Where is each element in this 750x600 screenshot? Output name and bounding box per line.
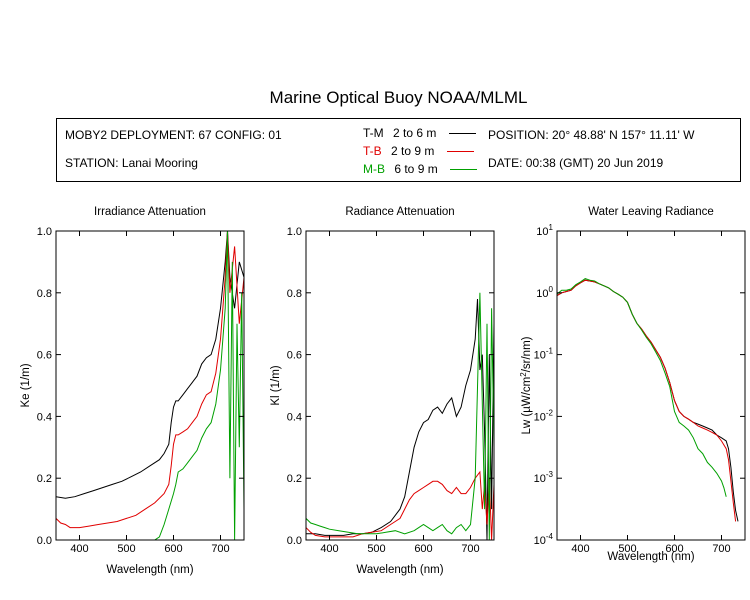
chart-panel-1: 400 500 600 700 0.0 0.2 0.4 0.6 0.8 1.0 Irradiance… <box>20 206 245 576</box>
x-axis-label: Wavelength (nm) <box>356 564 443 576</box>
x-tick-label: 600 <box>665 543 683 555</box>
series-line-t-m <box>306 298 494 540</box>
chart-panel-2: 400 500 600 700 0.0 0.2 0.4 0.6 0.8 1.0 Radiance A… <box>270 206 495 576</box>
y-tick-label: 0.6 <box>37 350 52 362</box>
y-tick-label: 100 <box>536 285 553 300</box>
legend-range: 2 to 6 m <box>393 126 437 140</box>
x-tick-label: 700 <box>211 543 229 555</box>
chart-title: Radiance Attenuation <box>345 206 454 218</box>
figure-title: Marine Optical Buoy NOAA/MLML <box>269 88 528 107</box>
x-tick-label: 500 <box>618 543 636 555</box>
chart-title: Water Leaving Radiance <box>588 206 714 218</box>
y-axis-label: Ke (1/m) <box>20 363 32 407</box>
x-tick-label: 700 <box>712 543 730 555</box>
legend-swatch <box>450 169 478 171</box>
legend-range: 2 to 9 m <box>391 144 435 158</box>
y-tick-label: 0.8 <box>37 288 52 300</box>
y-axis-label: Lw (µW/cm2/sr/nm) <box>519 336 533 434</box>
x-axis-label: Wavelength (nm) <box>106 564 193 576</box>
series-line-m-b <box>56 231 244 540</box>
legend-row-mb: M-B 6 to 9 m <box>363 162 478 176</box>
station-label: STATION: Lanai Mooring <box>65 156 198 170</box>
y-tick-label: 10-1 <box>534 347 554 362</box>
position-label: POSITION: 20° 48.88' N 157° 11.11' W <box>488 128 695 142</box>
plot-frame <box>305 230 495 541</box>
y-tick-label: 0.2 <box>287 473 302 485</box>
y-tick-label: 1.0 <box>287 226 302 238</box>
y-tick-label: 0.0 <box>287 535 302 547</box>
legend-swatch <box>446 151 474 153</box>
legend-row-tm: T-M 2 to 6 m <box>363 126 476 140</box>
plot-frame <box>556 230 746 541</box>
series-line-t-b <box>306 470 494 540</box>
legend-code: M-B <box>363 162 385 176</box>
y-tick-label: 0.8 <box>287 288 302 300</box>
y-tick-label: 10-2 <box>534 408 554 423</box>
plot-frame <box>55 230 245 541</box>
legend-swatch <box>448 133 476 135</box>
y-tick-label: 0.4 <box>287 411 302 423</box>
y-tick-label: 0.6 <box>287 350 302 362</box>
chart-panel-3: 400 500 600 700 10-4 10-3 10-2 10-1 100 101 Water … <box>519 206 746 563</box>
chart-title: Irradiance Attenuation <box>94 206 206 218</box>
series-line-m-b <box>306 292 494 540</box>
legend-range: 6 to 9 m <box>394 162 438 176</box>
y-tick-label: 10-3 <box>534 470 554 485</box>
legend-code: T-M <box>363 126 384 140</box>
series-line-t-b <box>56 231 244 529</box>
x-tick-label: 400 <box>571 543 589 555</box>
x-tick-label: 500 <box>117 543 135 555</box>
x-axis-label: Wavelength (nm) <box>607 551 694 563</box>
y-tick-label: 0.4 <box>37 411 52 423</box>
deployment-label: MOBY2 DEPLOYMENT: 67 CONFIG: 01 <box>65 128 282 142</box>
series-line-t-b <box>557 279 737 522</box>
x-tick-label: 500 <box>367 543 385 555</box>
series-line-m-b <box>557 278 727 497</box>
series-line-t-m <box>56 231 244 499</box>
legend-row-tb: T-B 2 to 9 m <box>363 144 474 158</box>
y-axis-label: Kl (1/m) <box>270 365 282 405</box>
y-tick-label: 0.0 <box>37 535 52 547</box>
x-tick-label: 400 <box>320 543 338 555</box>
x-tick-label: 600 <box>164 543 182 555</box>
x-tick-label: 400 <box>70 543 88 555</box>
y-tick-label: 1.0 <box>37 226 52 238</box>
y-tick-label: 0.2 <box>37 473 52 485</box>
x-tick-label: 700 <box>461 543 479 555</box>
legend-code: T-B <box>363 144 382 158</box>
series-line-t-m <box>557 279 739 522</box>
date-label: DATE: 00:38 (GMT) 20 Jun 2019 <box>488 156 664 170</box>
y-tick-label: 10-4 <box>534 532 554 547</box>
y-tick-label: 101 <box>536 223 553 238</box>
x-tick-label: 600 <box>414 543 432 555</box>
info-box: MOBY2 DEPLOYMENT: 67 CONFIG: 01 STATION:… <box>56 118 741 182</box>
